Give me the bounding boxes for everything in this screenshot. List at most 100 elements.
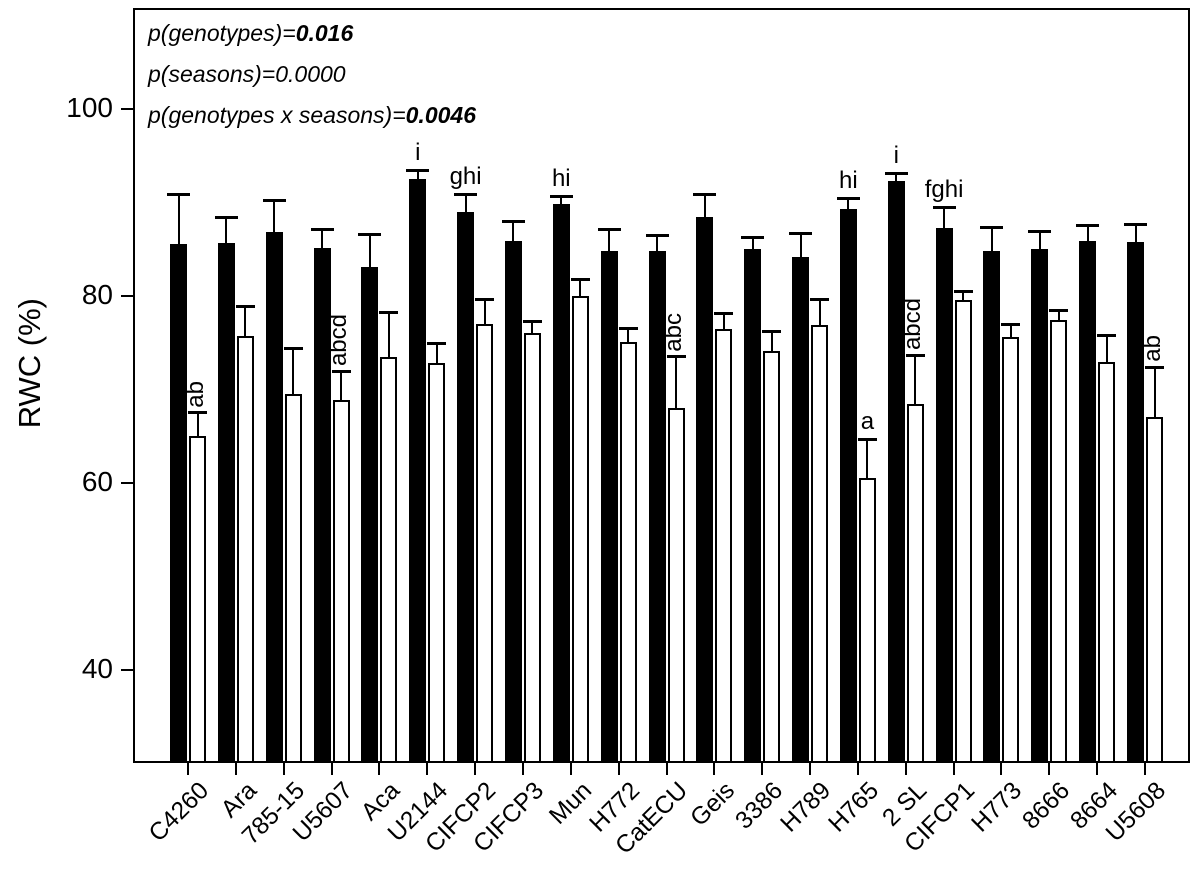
error-bar-cap <box>836 197 860 201</box>
x-tick <box>378 763 381 775</box>
bar-black <box>313 247 331 763</box>
error-bar-cap <box>549 195 573 199</box>
sig-letter: i <box>893 141 899 169</box>
p-interaction: p(genotypes x seasons)=0.0046 <box>148 95 476 136</box>
x-tick <box>1048 763 1051 775</box>
error-bar-line <box>990 228 993 253</box>
x-tick <box>187 763 189 775</box>
error-bar-cap <box>1049 309 1069 313</box>
error-bar-line <box>273 201 276 234</box>
bar-white <box>1050 319 1068 763</box>
error-bar-cap <box>1001 322 1021 326</box>
error-bar-cap <box>522 319 542 323</box>
bar-white <box>1146 417 1163 763</box>
bar-black <box>935 228 953 763</box>
error-bar-line <box>368 234 371 269</box>
bar-black <box>600 250 618 763</box>
error-bar-cap <box>597 228 621 232</box>
y-tick-label: 40 <box>81 652 113 684</box>
error-bar-line <box>464 195 467 215</box>
error-bar-line <box>1086 226 1089 244</box>
bar-white <box>763 350 781 763</box>
x-tick <box>665 763 668 775</box>
error-bar-line <box>1134 225 1137 245</box>
x-tick-label: C4260 <box>143 777 215 848</box>
error-bar-cap <box>501 219 525 223</box>
error-bar-line <box>847 199 850 212</box>
error-bar-cap <box>884 171 908 175</box>
error-bar-line <box>225 217 228 246</box>
bar-white <box>811 324 829 763</box>
bar-white <box>380 357 398 763</box>
error-bar-cap <box>932 205 956 209</box>
error-bar-line <box>722 314 725 332</box>
y-tick-label: 60 <box>81 465 113 497</box>
x-tick <box>904 763 907 775</box>
bar-white <box>476 323 494 763</box>
error-bar-line <box>656 235 658 253</box>
error-bar-cap <box>235 304 255 308</box>
error-bar-line <box>866 439 869 480</box>
sig-letter: hi <box>551 165 571 193</box>
error-bar-line <box>483 300 486 326</box>
sig-letter: a <box>860 407 875 435</box>
error-bar-cap <box>454 193 478 197</box>
error-bar-cap <box>789 231 813 235</box>
bar-black <box>409 178 427 763</box>
error-bar-line <box>895 173 898 184</box>
error-bar-line <box>416 171 419 181</box>
p-genotypes-prefix: p(genotypes)= <box>148 20 296 46</box>
x-tick <box>234 763 237 775</box>
bar-black <box>265 231 283 763</box>
error-bar-cap <box>905 354 925 358</box>
error-bar-line <box>703 195 706 219</box>
bar-white <box>858 477 876 763</box>
x-tick-label: H789 <box>775 777 837 838</box>
y-tick-label: 100 <box>66 91 113 123</box>
error-bar-cap <box>358 232 382 236</box>
x-tick <box>282 763 285 775</box>
x-tick-label: 8666 <box>1017 777 1076 835</box>
error-bar-cap <box>666 355 686 359</box>
bar-white <box>906 403 924 763</box>
error-bar-cap <box>693 193 717 197</box>
error-bar-line <box>627 329 630 345</box>
error-bar-cap <box>810 298 830 302</box>
error-bar-cap <box>379 311 399 315</box>
error-bar-cap <box>645 233 669 237</box>
bar-white <box>1002 336 1020 763</box>
bar-white <box>236 335 254 763</box>
error-bar-cap <box>1145 365 1164 369</box>
p-genotypes-value: 0.016 <box>295 20 354 46</box>
p-interaction-prefix: p(genotypes x seasons)= <box>148 102 406 128</box>
error-bar-cap <box>188 411 207 415</box>
error-bar-line <box>1153 367 1156 420</box>
error-bar-cap <box>427 342 447 346</box>
y-tick <box>121 668 133 671</box>
error-bar-cap <box>167 193 190 197</box>
error-bar-line <box>579 279 582 298</box>
sig-letter: ghi <box>449 163 482 191</box>
error-bar-line <box>608 230 611 253</box>
x-tick <box>856 763 859 775</box>
bar-white <box>954 300 972 763</box>
error-bar-line <box>531 321 534 335</box>
bar-black <box>1079 241 1097 763</box>
x-tick <box>617 763 620 775</box>
bar-black <box>217 243 235 763</box>
x-tick-label: H773 <box>967 777 1028 838</box>
error-bar-cap <box>475 298 495 302</box>
bar-white <box>428 362 446 763</box>
y-tick <box>121 107 133 110</box>
error-bar-line <box>321 230 324 250</box>
x-tick <box>330 763 333 775</box>
bar-black <box>361 266 379 763</box>
error-bar-cap <box>618 327 638 331</box>
x-tick <box>1000 763 1003 775</box>
x-tick <box>952 763 955 775</box>
p-seasons: p(seasons)=0.0000 <box>148 54 476 95</box>
error-bar-cap <box>310 228 334 232</box>
error-bar-line <box>818 300 821 327</box>
error-bar-line <box>770 331 773 353</box>
